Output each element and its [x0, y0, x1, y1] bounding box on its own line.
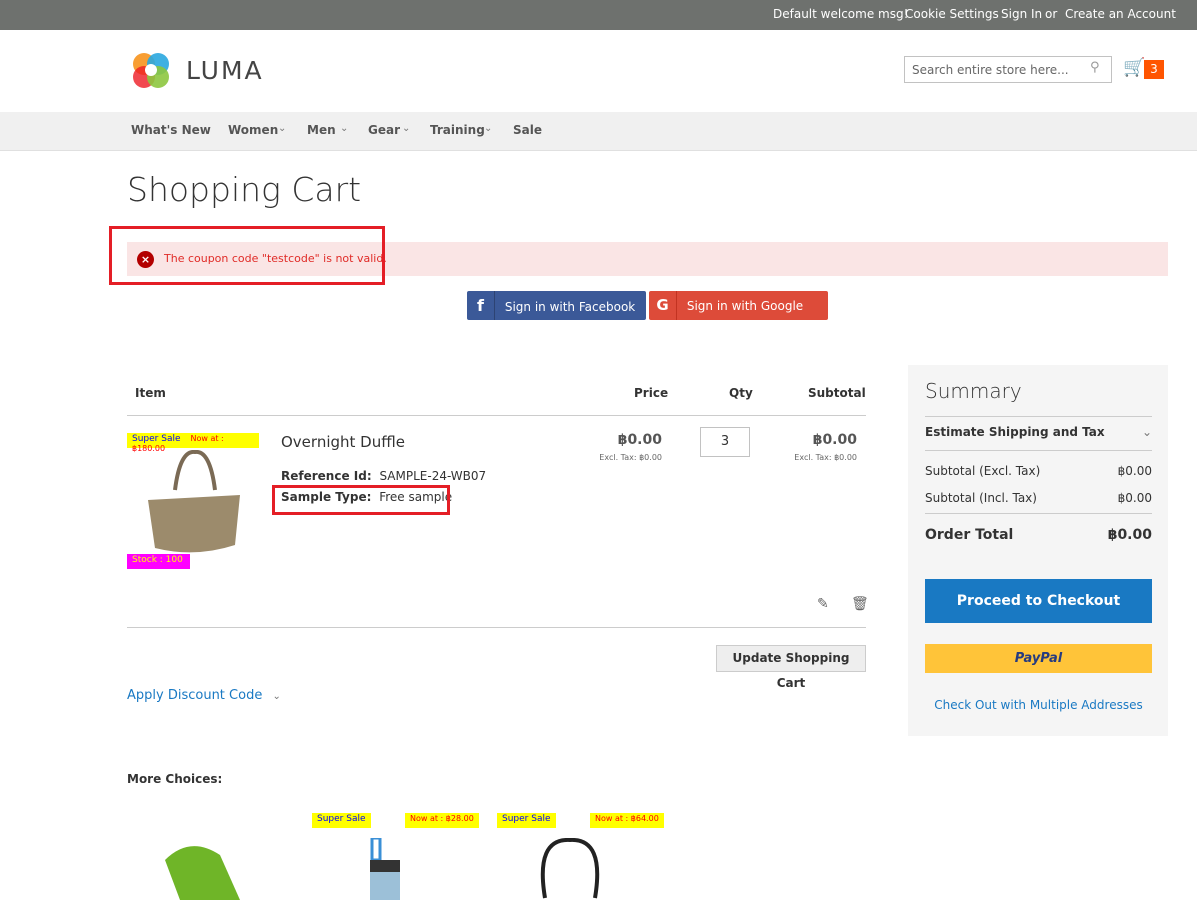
facebook-icon: f [467, 291, 495, 320]
col-qty: Qty [729, 386, 753, 400]
stock-badge: Stock : 100 [127, 554, 190, 569]
chevron-down-icon: ⌄ [340, 123, 349, 134]
nav-training[interactable]: Training [430, 123, 485, 137]
ref-value: SAMPLE-24-WB07 [379, 469, 487, 483]
chevron-down-icon: ⌄ [278, 123, 287, 134]
nav-women[interactable]: Women [228, 123, 279, 137]
now-at-badge: Now at : ฿28.00 [405, 813, 479, 828]
col-price: Price [634, 386, 669, 400]
error-message: The coupon code "testcode" is not valid. [127, 242, 1168, 276]
item-price-excl: Excl. Tax: ฿0.00 [599, 453, 662, 462]
page-title: Shopping Cart [127, 170, 362, 209]
sale-badge: Super Sale [497, 813, 556, 828]
cart-icon[interactable]: 🛒 [1123, 57, 1146, 78]
chevron-down-icon: ⌄ [272, 691, 281, 702]
google-icon: G [649, 291, 677, 320]
or-text: or [1045, 7, 1058, 21]
estimate-shipping-toggle[interactable]: Estimate Shipping and Tax ⌄ [925, 425, 1152, 439]
error-icon: × [137, 251, 154, 268]
cart-count-badge[interactable]: 3 [1144, 60, 1164, 79]
multi-address-link[interactable]: Check Out with Multiple Addresses [934, 698, 1143, 712]
divider [925, 450, 1152, 451]
search-input[interactable]: Search entire store here... [904, 56, 1112, 83]
create-account-link[interactable]: Create an Account [1065, 7, 1176, 21]
sample-type-label: Sample Type: [281, 490, 372, 504]
nav-gear[interactable]: Gear [368, 123, 401, 137]
sale-badge: Super Sale [312, 813, 371, 828]
luma-logo-icon[interactable] [130, 48, 174, 92]
product-name[interactable]: Overnight Duffle [281, 433, 405, 451]
paypal-button[interactable]: PayPal [925, 644, 1152, 673]
highlight-box [272, 485, 450, 515]
divider [925, 416, 1152, 417]
col-item: Item [135, 386, 166, 400]
col-subtotal: Subtotal [808, 386, 866, 400]
item-price: ฿0.00 [617, 432, 662, 448]
google-signin-button[interactable]: G Sign in with Google [649, 291, 828, 320]
divider [127, 415, 866, 416]
sign-in-link[interactable]: Sign In [1001, 7, 1043, 21]
subtotal-incl-row: Subtotal (Incl. Tax) ฿0.00 [925, 491, 1152, 505]
chevron-down-icon: ⌄ [402, 123, 411, 134]
main-nav: What's New Women ⌄ Men ⌄ Gear ⌄ Training ⌄ S… [0, 112, 1197, 151]
welcome-message: Default welcome msg! [773, 7, 909, 21]
item-subtotal: ฿0.00 [812, 432, 857, 448]
trash-icon[interactable]: 🗑 [851, 596, 869, 612]
item-subtotal-excl: Excl. Tax: ฿0.00 [794, 453, 857, 462]
highlight-box [109, 226, 385, 285]
product-image[interactable] [140, 450, 245, 555]
top-bar: Default welcome msg! Cookie Settings Sig… [0, 0, 1197, 30]
cookie-settings-link[interactable]: Cookie Settings [905, 7, 999, 21]
apply-discount-toggle[interactable]: Apply Discount Code ⌄ [127, 688, 281, 703]
nav-sale[interactable]: Sale [513, 123, 542, 137]
chevron-down-icon: ⌄ [484, 123, 493, 134]
chevron-down-icon: ⌄ [1141, 425, 1152, 439]
logo-text[interactable]: LUMA [186, 56, 264, 85]
facebook-signin-button[interactable]: f Sign in with Facebook [467, 291, 646, 320]
product-image-strap[interactable] [160, 840, 260, 900]
product-image-jump-rope[interactable] [530, 838, 610, 900]
sale-badge: Super Sale Now at : ฿180.00 [127, 433, 259, 453]
edit-icon[interactable]: ✎ [817, 596, 829, 612]
divider [127, 627, 866, 628]
qty-input[interactable]: 3 [700, 427, 750, 457]
nav-men[interactable]: Men [307, 123, 336, 137]
subtotal-excl-row: Subtotal (Excl. Tax) ฿0.00 [925, 464, 1152, 478]
more-choices-title: More Choices: [127, 772, 223, 786]
proceed-to-checkout-button[interactable]: Proceed to Checkout [925, 579, 1152, 623]
divider [925, 513, 1152, 514]
nav-whats-new[interactable]: What's New [131, 123, 211, 137]
update-cart-button[interactable]: Update Shopping Cart [716, 645, 866, 690]
summary-panel [908, 365, 1168, 736]
summary-title: Summary [925, 379, 1022, 403]
order-total-row: Order Total ฿0.00 [925, 527, 1152, 543]
search-icon[interactable]: ⚲ [1090, 60, 1100, 75]
ref-label: Reference Id: [281, 469, 372, 483]
sample-type-value: Free sample [379, 490, 453, 504]
product-image-bottle[interactable] [360, 838, 410, 900]
now-at-badge: Now at : ฿64.00 [590, 813, 664, 828]
